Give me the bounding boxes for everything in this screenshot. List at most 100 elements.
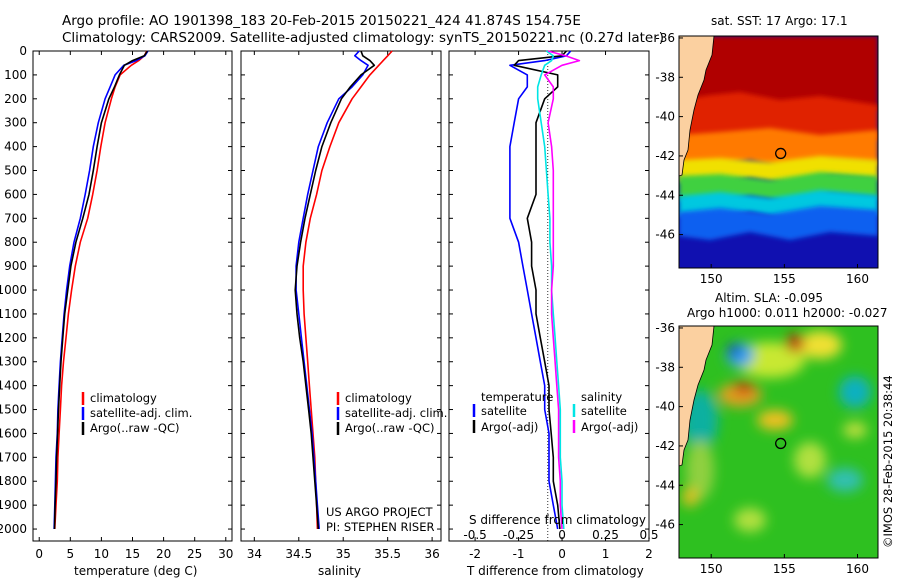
temperature-legend: climatology satellite-adj. clim. Argo(..…	[81, 391, 192, 435]
x-tick-label: 25	[187, 547, 202, 561]
x-tick-label: 0	[558, 547, 566, 561]
lat-tick-label: -40	[655, 110, 675, 124]
series-line-temperature-satellite	[509, 50, 572, 530]
depth-tick-label: 1200	[0, 331, 27, 345]
depth-tick-label: 1600	[0, 426, 27, 440]
imos-timestamp: ©IMOS 28-Feb-2015 20:38:44	[881, 375, 895, 548]
sla-map-title-1: Altim. SLA: -0.095	[715, 291, 823, 305]
sla-map-frame	[678, 325, 879, 559]
project-annotation: US ARGO PROJECT	[326, 505, 434, 519]
x-tick-label: 5	[66, 547, 74, 561]
depth-tick-label: 300	[4, 116, 27, 130]
title-line-2: Climatology: CARS2009. Satellite-adjuste…	[62, 30, 664, 46]
depth-tick-label: 1300	[0, 355, 27, 369]
legend-label-climatology: climatology	[90, 391, 157, 405]
difference-axis-label: T difference from climatology	[466, 564, 644, 578]
x-tick-label: 35.5	[374, 547, 401, 561]
depth-tick-label: 1100	[0, 307, 27, 321]
depth-axis: 0 100 200 300 400 500 600 700 800 900 1000 1100 1200…	[0, 44, 649, 536]
difference-legend: temperature satellite Argo(-adj) salinit…	[472, 390, 638, 434]
salinity-series	[294, 50, 393, 530]
lat-tick-label: -46	[655, 228, 675, 242]
salinity-panel-frame	[240, 50, 442, 542]
lat-tick-label: -36	[655, 31, 675, 45]
depth-tick-label: 500	[4, 164, 27, 178]
x-tick-label: 34.5	[285, 547, 312, 561]
difference-series	[509, 50, 581, 530]
sla-map-title-2: Argo h1000: 0.011 h2000: -0.027	[687, 306, 888, 320]
x-tick-label: -2	[469, 547, 481, 561]
depth-tick-label: 1800	[0, 474, 27, 488]
sst-map	[679, 36, 878, 268]
lon-tick-label: 155	[773, 272, 796, 286]
lat-tick-label: -42	[655, 149, 675, 163]
x-tick-label: 0	[35, 547, 43, 561]
depth-tick-label: 1500	[0, 403, 27, 417]
lat-tick-label: -46	[655, 518, 675, 532]
legend-label-climatology: climatology	[345, 391, 412, 405]
lat-tick-label: -38	[655, 360, 675, 374]
depth-tick-label: 200	[4, 92, 27, 106]
x-tick-label: 35	[336, 547, 351, 561]
legend-label-satellite: satellite-adj. clim.	[345, 406, 447, 420]
lat-tick-label: -44	[655, 478, 675, 492]
title-line-1: Argo profile: AO 1901398_183 20-Feb-2015…	[62, 13, 581, 29]
depth-tick-label: 1000	[0, 283, 27, 297]
lat-tick-label: -38	[655, 70, 675, 84]
x-tick-label: 2	[645, 547, 653, 561]
depth-tick-label: 900	[4, 259, 27, 273]
depth-tick-label: 0	[19, 44, 27, 58]
sla-map-axes: 150 155 160 -36 -38 -40 -42 -44 -46	[655, 321, 869, 576]
temperature-x-axis: 0 5 10 15 20 25 30	[35, 51, 233, 561]
depth-tick-label: 400	[4, 140, 27, 154]
depth-tick-label: 1900	[0, 498, 27, 512]
x-tick-label: 30	[218, 547, 233, 561]
temperature-series	[53, 50, 149, 530]
s-tick-label: 0	[558, 528, 566, 542]
sst-map-title: sat. SST: 17 Argo: 17.1	[711, 14, 848, 28]
difference-x-axis: -2 -1 0 1 2	[469, 51, 653, 561]
lon-tick-label: 155	[773, 562, 796, 576]
lat-tick-label: -36	[655, 321, 675, 335]
depth-tick-label: 800	[4, 235, 27, 249]
series-line-satellite-adj-clim-	[295, 50, 369, 530]
legend-label-temp-argo: Argo(-adj)	[481, 420, 538, 434]
temperature-axis-label: temperature (deg C)	[74, 564, 197, 578]
x-tick-label: 1	[602, 547, 610, 561]
lon-tick-label: 150	[700, 272, 723, 286]
lat-tick-label: -40	[655, 400, 675, 414]
series-line-argo-raw-qc-	[294, 50, 376, 530]
s-tick-label: -0.25	[503, 528, 534, 542]
lon-tick-label: 150	[700, 562, 723, 576]
s-tick-label: 0.5	[639, 528, 658, 542]
series-line-temperature-argo-adj-	[513, 50, 567, 530]
series-line-argo-raw-qc-	[53, 50, 149, 530]
x-tick-label: -1	[513, 547, 525, 561]
salinity-axis-label: salinity	[318, 564, 361, 578]
s-tick-label: 0.25	[592, 528, 619, 542]
depth-tick-label: 1700	[0, 450, 27, 464]
sla-profile-marker	[775, 437, 787, 450]
depth-tick-label: 2000	[0, 522, 27, 536]
lon-tick-label: 160	[846, 562, 869, 576]
legend-label-sal-satellite: satellite	[581, 404, 627, 418]
depth-tick-label: 600	[4, 187, 27, 201]
sst-profile-marker	[775, 147, 787, 160]
salinity-difference-axis-label: S difference from climatology	[469, 513, 646, 527]
series-line-climatology	[302, 50, 393, 530]
legend-title-salinity: salinity	[581, 390, 622, 404]
legend-title-temperature: temperature	[481, 390, 553, 404]
pi-annotation: PI: STEPHEN RISER	[326, 520, 435, 534]
x-tick-label: 36	[424, 547, 439, 561]
sst-map-axes: 150 155 160 -36 -38 -40 -42 -44 -46	[655, 31, 869, 286]
salinity-difference-ticks: -0.5 -0.25 0 0.25 0.5	[463, 528, 658, 542]
depth-tick-label: 700	[4, 211, 27, 225]
legend-label-argo: Argo(..raw -QC)	[345, 421, 435, 435]
lat-tick-label: -42	[655, 439, 675, 453]
x-tick-label: 15	[125, 547, 140, 561]
legend-label-temp-satellite: satellite	[481, 404, 527, 418]
lon-tick-label: 160	[846, 272, 869, 286]
sst-map-frame	[678, 35, 879, 269]
x-tick-label: 20	[156, 547, 171, 561]
